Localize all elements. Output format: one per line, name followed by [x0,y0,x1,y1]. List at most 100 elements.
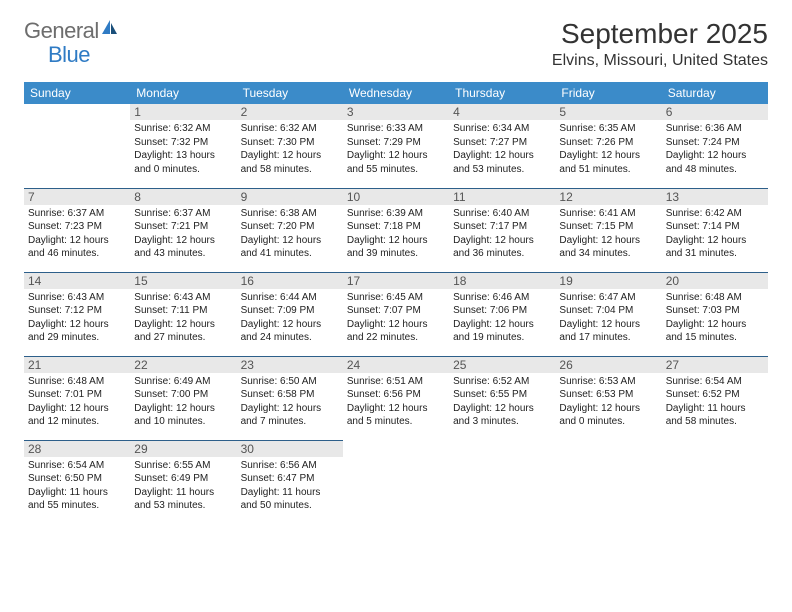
day-number: 22 [130,357,236,373]
day-cell-17: 17 Sunrise: 6:45 AMSunset: 7:07 PMDayligh… [343,272,449,356]
day-cell-22: 22 Sunrise: 6:49 AMSunset: 7:00 PMDayligh… [130,356,236,440]
day-number: 15 [130,273,236,289]
day-info: Sunrise: 6:35 AMSunset: 7:26 PMDaylight:… [559,122,657,176]
day-info: Sunrise: 6:43 AMSunset: 7:11 PMDaylight:… [134,291,232,345]
day-number: 23 [237,357,343,373]
day-number: 13 [662,189,768,205]
day-cell-3: 3 Sunrise: 6:33 AMSunset: 7:29 PMDaylight… [343,104,449,188]
day-cell-26: 26 Sunrise: 6:53 AMSunset: 6:53 PMDayligh… [555,356,661,440]
day-cell-9: 9Sunrise: 6:38 AMSunset: 7:20 PMDaylight… [237,188,343,272]
day-info: Sunrise: 6:56 AMSunset: 6:47 PMDaylight:… [241,459,339,513]
day-info: Sunrise: 6:48 AMSunset: 7:03 PMDaylight:… [666,291,764,345]
header: GeneralBlue September 2025 Elvins, Misso… [24,18,768,70]
day-number: 10 [343,189,449,205]
day-info: Sunrise: 6:43 AMSunset: 7:12 PMDaylight:… [28,291,126,345]
day-header-wednesday: Wednesday [343,82,449,104]
day-number: 30 [237,441,343,457]
day-header-tuesday: Tuesday [237,82,343,104]
day-number: 28 [24,441,130,457]
day-number: 1 [130,104,236,120]
empty-cell [662,440,768,524]
day-info: Sunrise: 6:33 AMSunset: 7:29 PMDaylight:… [347,122,445,176]
day-cell-20: 20 Sunrise: 6:48 AMSunset: 7:03 PMDayligh… [662,272,768,356]
day-cell-12: 12Sunrise: 6:41 AMSunset: 7:15 PMDayligh… [555,188,661,272]
day-number: 24 [343,357,449,373]
day-info: Sunrise: 6:48 AMSunset: 7:01 PMDaylight:… [28,375,126,429]
empty-cell [449,440,555,524]
day-cell-23: 23 Sunrise: 6:50 AMSunset: 6:58 PMDayligh… [237,356,343,440]
day-info: Sunrise: 6:37 AMSunset: 7:23 PMDaylight:… [28,207,126,261]
day-cell-29: 29 Sunrise: 6:55 AMSunset: 6:49 PMDayligh… [130,440,236,524]
day-cell-30: 30 Sunrise: 6:56 AMSunset: 6:47 PMDayligh… [237,440,343,524]
day-cell-5: 5 Sunrise: 6:35 AMSunset: 7:26 PMDaylight… [555,104,661,188]
day-number: 6 [662,104,768,120]
day-info: Sunrise: 6:51 AMSunset: 6:56 PMDaylight:… [347,375,445,429]
day-cell-10: 10 Sunrise: 6:39 AMSunset: 7:18 PMDayligh… [343,188,449,272]
day-number: 20 [662,273,768,289]
day-header-friday: Friday [555,82,661,104]
day-info: Sunrise: 6:47 AMSunset: 7:04 PMDaylight:… [559,291,657,345]
day-info: Sunrise: 6:34 AMSunset: 7:27 PMDaylight:… [453,122,551,176]
logo-sail-icon [100,18,120,41]
day-cell-18: 18Sunrise: 6:46 AMSunset: 7:06 PMDayligh… [449,272,555,356]
day-cell-11: 11 Sunrise: 6:40 AMSunset: 7:17 PMDayligh… [449,188,555,272]
day-number: 7 [24,189,130,205]
day-number: 2 [237,104,343,120]
month-title: September 2025 [552,18,768,50]
calendar-row: 14 Sunrise: 6:43 AMSunset: 7:12 PMDayligh… [24,272,768,356]
day-number: 17 [343,273,449,289]
day-number: 21 [24,357,130,373]
day-header-row: SundayMondayTuesdayWednesdayThursdayFrid… [24,82,768,104]
empty-cell [555,440,661,524]
empty-cell [343,440,449,524]
day-info: Sunrise: 6:32 AMSunset: 7:32 PMDaylight:… [134,122,232,176]
day-info: Sunrise: 6:46 AMSunset: 7:06 PMDaylight:… [453,291,551,345]
logo-text-general: General [24,18,99,44]
location: Elvins, Missouri, United States [552,52,768,70]
logo-text-blue: Blue [48,42,90,68]
day-cell-7: 7 Sunrise: 6:37 AMSunset: 7:23 PMDaylight… [24,188,130,272]
day-info: Sunrise: 6:42 AMSunset: 7:14 PMDaylight:… [666,207,764,261]
day-cell-27: 27 Sunrise: 6:54 AMSunset: 6:52 PMDayligh… [662,356,768,440]
day-cell-1: 1 Sunrise: 6:32 AMSunset: 7:32 PMDaylight… [130,104,236,188]
day-number: 3 [343,104,449,120]
day-info: Sunrise: 6:40 AMSunset: 7:17 PMDaylight:… [453,207,551,261]
day-cell-19: 19Sunrise: 6:47 AMSunset: 7:04 PMDayligh… [555,272,661,356]
calendar-row: 21 Sunrise: 6:48 AMSunset: 7:01 PMDayligh… [24,356,768,440]
day-info: Sunrise: 6:53 AMSunset: 6:53 PMDaylight:… [559,375,657,429]
logo: GeneralBlue [24,18,120,68]
empty-cell [24,104,130,188]
day-cell-2: 2Sunrise: 6:32 AMSunset: 7:30 PMDaylight… [237,104,343,188]
day-number: 29 [130,441,236,457]
day-cell-13: 13 Sunrise: 6:42 AMSunset: 7:14 PMDayligh… [662,188,768,272]
day-number: 5 [555,104,661,120]
day-cell-4: 4 Sunrise: 6:34 AMSunset: 7:27 PMDaylight… [449,104,555,188]
day-number: 11 [449,189,555,205]
day-number: 14 [24,273,130,289]
day-number: 9 [237,189,343,205]
day-header-thursday: Thursday [449,82,555,104]
day-info: Sunrise: 6:49 AMSunset: 7:00 PMDaylight:… [134,375,232,429]
day-info: Sunrise: 6:55 AMSunset: 6:49 PMDaylight:… [134,459,232,513]
day-number: 27 [662,357,768,373]
day-number: 4 [449,104,555,120]
day-info: Sunrise: 6:36 AMSunset: 7:24 PMDaylight:… [666,122,764,176]
day-header-saturday: Saturday [662,82,768,104]
day-header-sunday: Sunday [24,82,130,104]
calendar-table: SundayMondayTuesdayWednesdayThursdayFrid… [24,82,768,524]
day-info: Sunrise: 6:50 AMSunset: 6:58 PMDaylight:… [241,375,339,429]
day-header-monday: Monday [130,82,236,104]
day-number: 26 [555,357,661,373]
day-number: 25 [449,357,555,373]
title-block: September 2025 Elvins, Missouri, United … [552,18,768,70]
day-number: 12 [555,189,661,205]
day-cell-6: 6 Sunrise: 6:36 AMSunset: 7:24 PMDaylight… [662,104,768,188]
day-cell-25: 25Sunrise: 6:52 AMSunset: 6:55 PMDayligh… [449,356,555,440]
day-number: 16 [237,273,343,289]
day-info: Sunrise: 6:45 AMSunset: 7:07 PMDaylight:… [347,291,445,345]
day-cell-24: 24 Sunrise: 6:51 AMSunset: 6:56 PMDayligh… [343,356,449,440]
day-info: Sunrise: 6:54 AMSunset: 6:52 PMDaylight:… [666,375,764,429]
day-cell-8: 8Sunrise: 6:37 AMSunset: 7:21 PMDaylight… [130,188,236,272]
calendar-row: 7 Sunrise: 6:37 AMSunset: 7:23 PMDaylight… [24,188,768,272]
day-info: Sunrise: 6:39 AMSunset: 7:18 PMDaylight:… [347,207,445,261]
